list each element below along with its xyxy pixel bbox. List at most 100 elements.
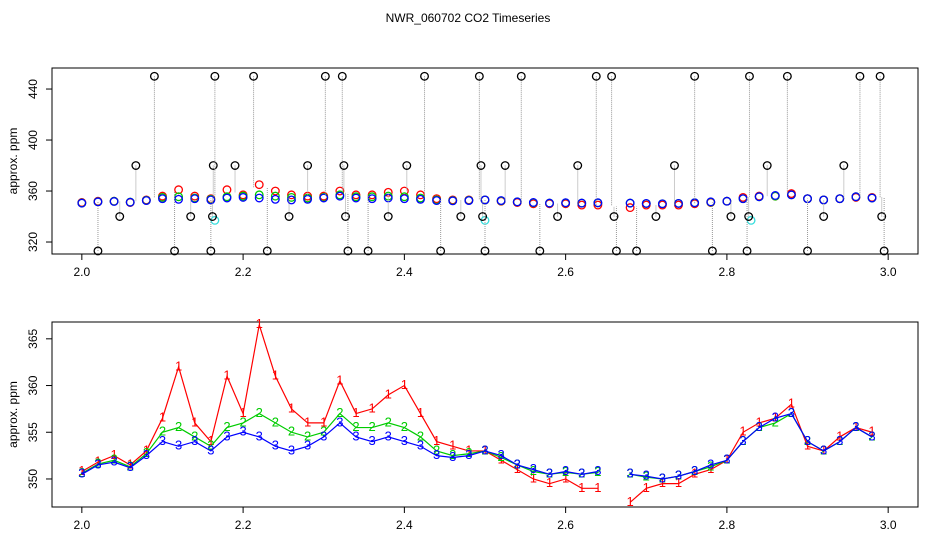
point xyxy=(722,196,732,206)
point-marker: 2 xyxy=(110,452,117,467)
point-marker: 1 xyxy=(675,475,682,490)
point-marker: 2 xyxy=(336,405,343,420)
point-marker: 1 xyxy=(868,424,875,439)
point-marker: 3 xyxy=(659,470,666,485)
point-marker: 1 xyxy=(127,456,134,471)
point-marker: 1 xyxy=(546,475,553,490)
point xyxy=(287,195,296,205)
point-marker: 3 xyxy=(191,433,198,448)
point xyxy=(186,212,196,221)
point xyxy=(573,161,583,170)
point-marker: 2 xyxy=(401,419,408,434)
point-marker: 2 xyxy=(578,466,585,481)
point xyxy=(170,246,180,256)
point-marker: 3 xyxy=(723,452,730,467)
point xyxy=(448,196,458,206)
point-marker: 2 xyxy=(288,424,295,439)
point xyxy=(190,194,200,204)
point-marker: 1 xyxy=(820,442,827,457)
point-marker: 2 xyxy=(207,438,214,453)
point-marker: 2 xyxy=(691,463,698,478)
point xyxy=(591,71,601,81)
point-marker: 1 xyxy=(481,442,488,457)
point xyxy=(674,198,683,208)
point-marker: 3 xyxy=(691,463,698,478)
point xyxy=(351,193,361,203)
point xyxy=(208,212,217,221)
point-marker: 1 xyxy=(691,466,698,481)
point-marker: 3 xyxy=(868,428,875,443)
point-marker: 2 xyxy=(191,428,198,443)
point xyxy=(651,212,661,221)
point-marker: 3 xyxy=(739,433,746,448)
point-marker: 3 xyxy=(78,466,85,481)
point-marker: 1 xyxy=(94,454,101,469)
x-tick-label: 2.2 xyxy=(235,518,252,532)
point xyxy=(337,71,347,81)
point xyxy=(125,197,135,207)
point xyxy=(744,212,754,221)
point xyxy=(270,194,280,204)
point xyxy=(319,193,329,203)
point xyxy=(77,198,87,208)
point-marker: 3 xyxy=(110,454,117,469)
point-marker: 3 xyxy=(127,459,134,474)
point xyxy=(174,194,184,204)
point xyxy=(609,212,619,221)
point-marker: 3 xyxy=(304,438,311,453)
point-marker: 1 xyxy=(288,400,295,415)
point xyxy=(287,192,296,202)
x-tick-label: 2.6 xyxy=(557,265,574,279)
point-marker: 1 xyxy=(223,368,230,383)
point xyxy=(109,197,119,206)
point xyxy=(803,246,812,256)
point-marker: 3 xyxy=(514,456,521,471)
point-marker: 2 xyxy=(498,449,505,464)
point xyxy=(879,246,889,256)
point xyxy=(141,196,151,206)
point xyxy=(416,194,425,204)
point xyxy=(238,192,248,202)
point-marker: 1 xyxy=(562,470,569,485)
point-marker: 3 xyxy=(272,438,279,453)
point-marker: 1 xyxy=(191,414,198,429)
series-line xyxy=(81,412,873,480)
point-marker: 2 xyxy=(127,458,134,473)
point-marker: 2 xyxy=(449,447,456,462)
y-tick-label: 360 xyxy=(26,181,40,201)
point-marker: 2 xyxy=(707,458,714,473)
point xyxy=(210,71,220,81)
point-marker: 1 xyxy=(207,433,214,448)
point xyxy=(877,212,887,221)
point-marker: 3 xyxy=(401,433,408,448)
point-marker: 2 xyxy=(78,465,85,480)
point-marker: 2 xyxy=(223,419,230,434)
point-marker: 3 xyxy=(223,428,230,443)
point xyxy=(855,71,865,81)
point-marker: 1 xyxy=(336,372,343,387)
point-marker: 2 xyxy=(143,445,150,460)
point-marker: 1 xyxy=(578,480,585,495)
point-marker: 2 xyxy=(756,419,763,434)
point-marker: 3 xyxy=(530,461,537,476)
point-marker: 3 xyxy=(675,468,682,483)
point-marker: 3 xyxy=(465,447,472,462)
point xyxy=(577,198,587,208)
series-line xyxy=(81,412,873,480)
point-marker: 3 xyxy=(433,447,440,462)
point xyxy=(835,194,845,204)
point-marker: 3 xyxy=(94,456,101,471)
point xyxy=(93,197,103,207)
point xyxy=(158,194,167,204)
point-marker: 3 xyxy=(143,447,150,462)
point-marker: 2 xyxy=(627,466,634,481)
point-marker: 3 xyxy=(320,428,327,443)
point-marker: 2 xyxy=(675,468,682,483)
point-marker: 2 xyxy=(788,405,795,420)
point xyxy=(641,198,651,208)
point xyxy=(474,71,484,81)
x-tick-label: 3.0 xyxy=(880,518,897,532)
point-marker: 2 xyxy=(723,452,730,467)
point xyxy=(706,197,716,207)
point-marker: 3 xyxy=(852,419,859,434)
